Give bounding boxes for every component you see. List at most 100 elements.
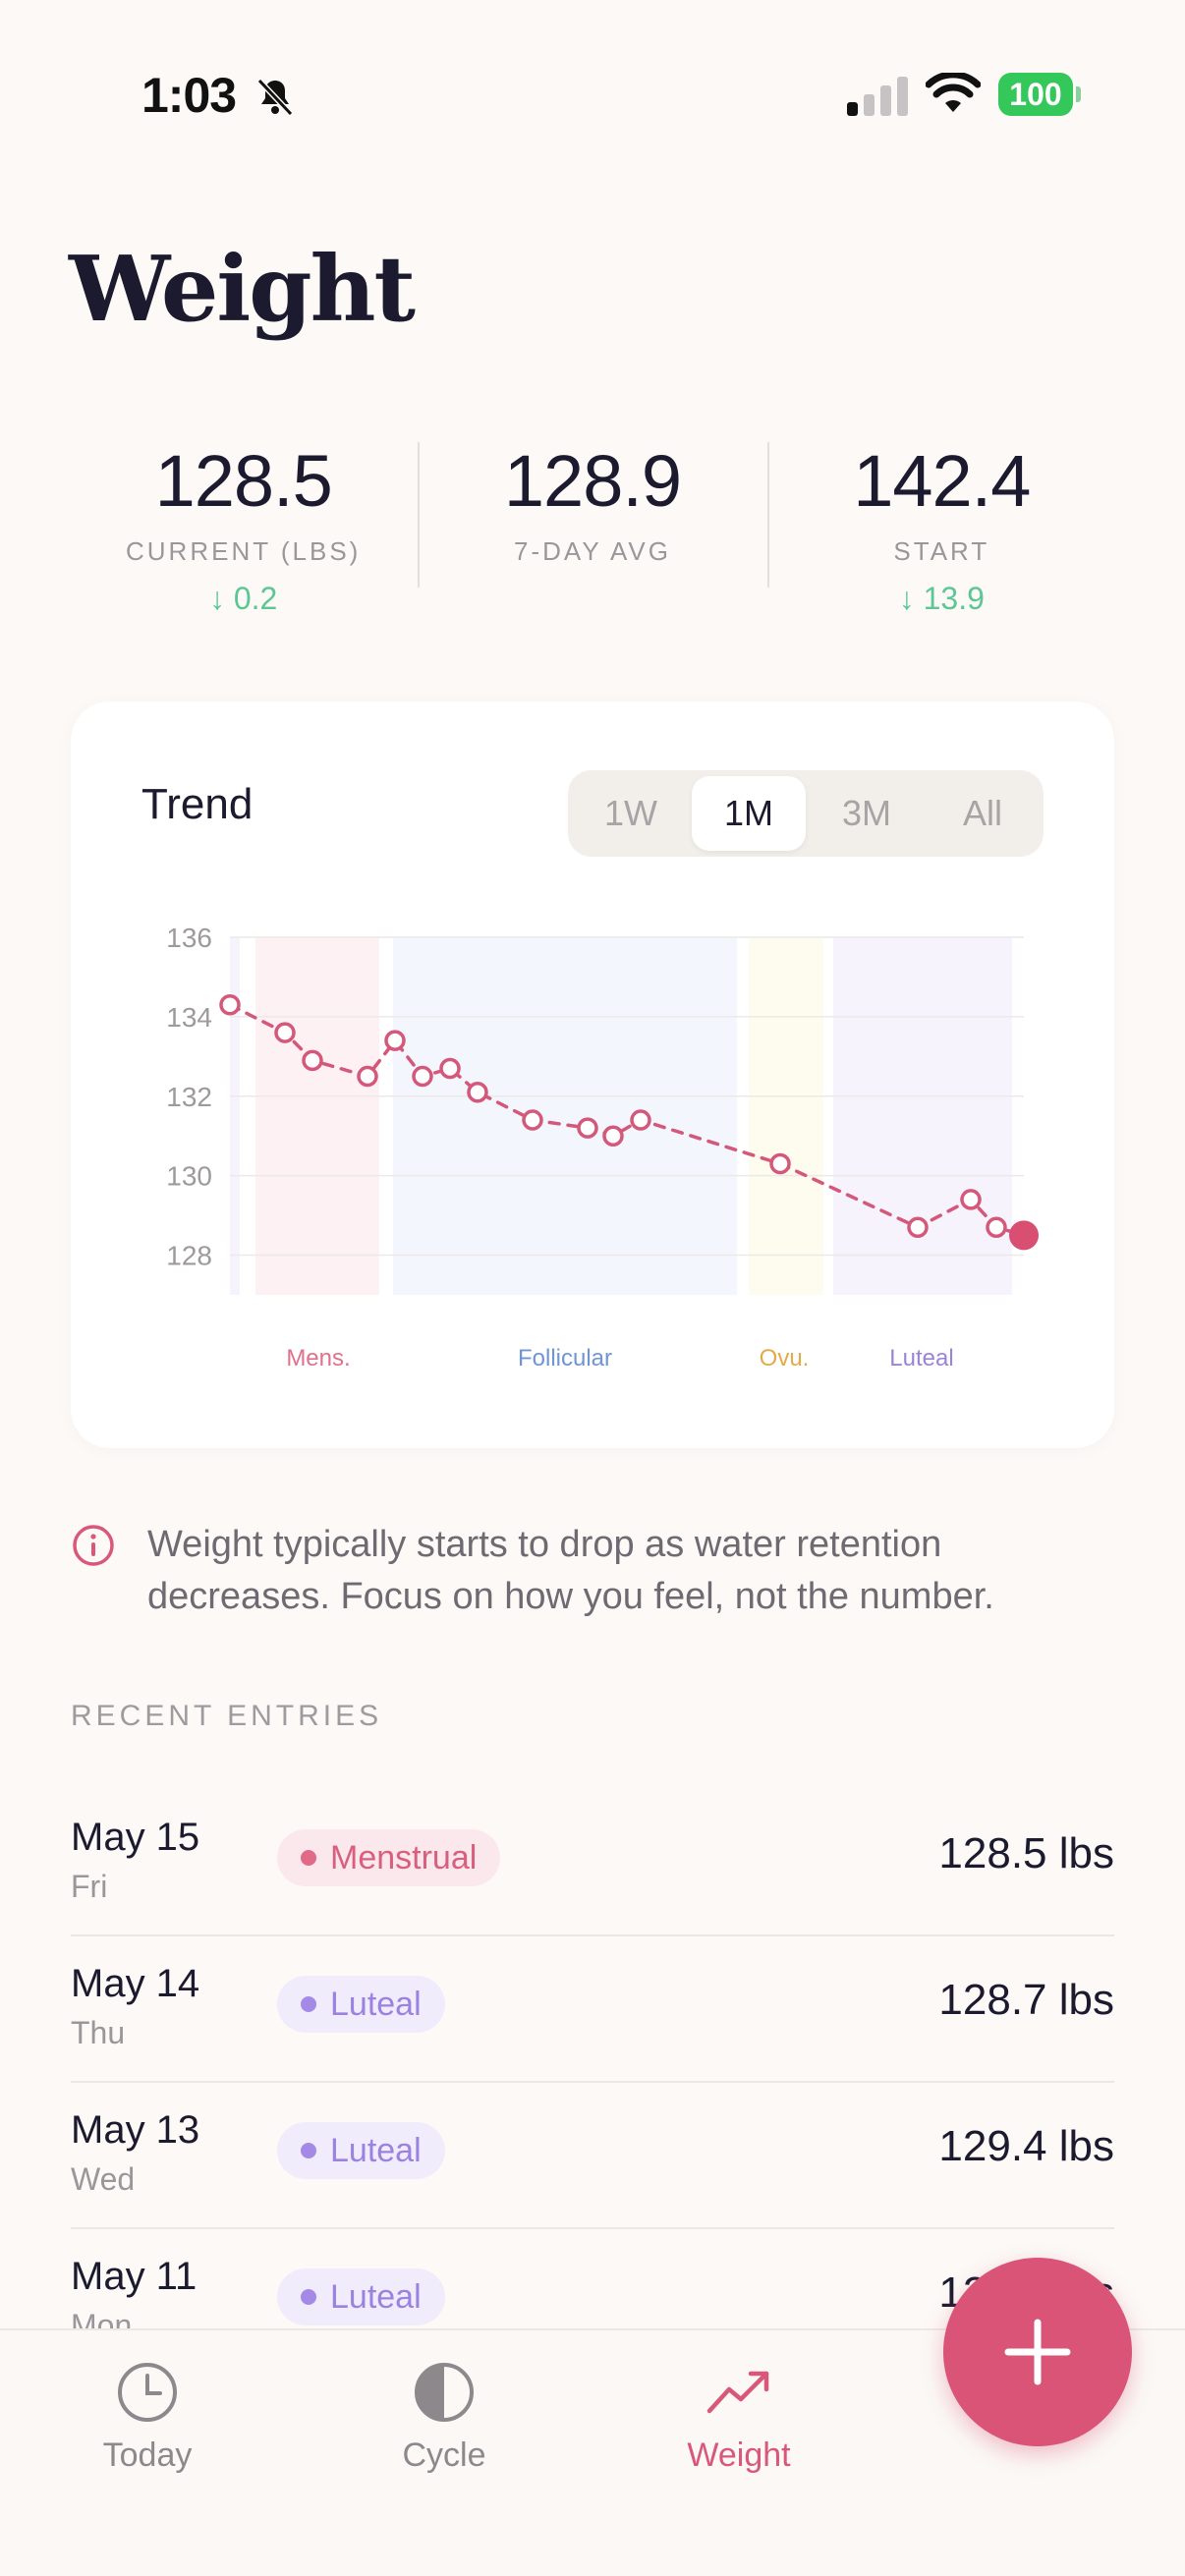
data-point — [522, 1109, 543, 1131]
list-item[interactable]: May 13 Wed Luteal 129.4 lbs — [71, 2083, 1114, 2229]
phase-band — [230, 937, 240, 1295]
stat-current: 128.5 CURRENT (LBS) ↓ 0.2 — [69, 432, 418, 629]
data-point — [357, 1065, 378, 1088]
data-point — [907, 1216, 929, 1238]
data-point — [960, 1189, 982, 1210]
phase-badge: Menstrual — [277, 1829, 501, 1886]
data-point — [467, 1081, 488, 1103]
entry-weight: 128.5 lbs — [938, 1829, 1114, 1877]
entry-day: Fri — [71, 1869, 108, 1904]
tab-today[interactable]: Today — [49, 2360, 246, 2475]
range-selector: 1W 1M 3M All — [568, 770, 1044, 857]
battery-level: 100 — [998, 73, 1073, 116]
phase-dot — [301, 1996, 316, 2012]
phase-badge: Luteal — [277, 1976, 445, 2033]
y-tick-label: 136 — [166, 923, 212, 953]
data-point — [384, 1030, 406, 1051]
stat-value: 142.4 — [853, 440, 1031, 522]
phase-band — [393, 937, 737, 1295]
range-1w[interactable]: 1W — [604, 793, 657, 833]
phase-band — [255, 937, 379, 1295]
status-bar: 1:03 100 — [0, 0, 1185, 187]
entry-weight: 129.4 lbs — [938, 2122, 1114, 2170]
tab-label: Cycle — [402, 2436, 486, 2474]
entry-day: Thu — [71, 2015, 126, 2050]
wifi-icon — [926, 73, 981, 112]
status-time: 1:03 — [141, 68, 237, 123]
data-point — [302, 1049, 323, 1072]
y-tick-label: 132 — [166, 1082, 212, 1112]
phase-badge: Luteal — [277, 2122, 445, 2179]
data-point — [274, 1022, 296, 1043]
recent-entries-heading: RECENT ENTRIES — [71, 1700, 383, 1732]
half-circle-icon — [415, 2363, 474, 2422]
entry-weight: 128.7 lbs — [938, 1976, 1114, 2024]
phase-label: Luteal — [330, 2132, 422, 2169]
stat-value: 128.9 — [503, 440, 682, 522]
phase-dot — [301, 2143, 316, 2158]
phase-label: Mens. — [286, 1345, 350, 1372]
data-point — [577, 1117, 598, 1139]
latest-point — [1009, 1220, 1039, 1251]
bell-slash-icon — [256, 78, 294, 117]
add-entry-button[interactable] — [943, 2258, 1132, 2446]
tab-label: Today — [102, 2436, 193, 2474]
battery-nub — [1076, 86, 1081, 102]
entry-date: May 11 — [71, 2255, 198, 2298]
y-tick-label: 134 — [166, 1002, 212, 1033]
plus-icon — [1004, 2319, 1071, 2385]
stat-label: START — [893, 536, 990, 566]
phase-label: Luteal — [330, 1986, 422, 2023]
data-point — [219, 994, 241, 1016]
data-point — [986, 1216, 1007, 1238]
entry-date: May 14 — [71, 1962, 200, 2005]
phase-label: Menstrual — [330, 1839, 478, 1876]
range-1m[interactable]: 1M — [692, 776, 806, 851]
trend-title: Trend — [141, 780, 254, 828]
phase-dot — [301, 1850, 316, 1866]
range-3m[interactable]: 3M — [841, 793, 891, 833]
trend-up-icon — [706, 2371, 769, 2414]
phase-label: Luteal — [889, 1345, 953, 1372]
stat-7-day-avg: 128.9 7-DAY AVG — [418, 432, 766, 629]
entry-day: Wed — [71, 2161, 136, 2197]
list-item[interactable]: May 15 Fri Menstrual 128.5 lbs — [71, 1790, 1114, 1936]
stat-delta: ↓ 13.9 — [898, 581, 985, 616]
trend-card: 136 134 132 130 128 Mens. Follicular Ovu. Luteal… — [71, 701, 1114, 1448]
stat-start: 142.4 START ↓ 13.9 — [766, 432, 1116, 629]
info-text: Weight typically starts to drop as water… — [147, 1524, 994, 1617]
stats-row: 128.5 CURRENT (LBS) ↓ 0.2 128.9 7-DAY AV… — [69, 432, 1116, 629]
phase-badge: Luteal — [277, 2268, 445, 2325]
phase-dot — [301, 2289, 316, 2305]
clock-icon — [118, 2363, 177, 2422]
data-point — [602, 1125, 624, 1147]
range-all[interactable]: All — [962, 793, 1002, 833]
data-point — [439, 1057, 461, 1080]
entry-date: May 15 — [71, 1816, 200, 1859]
page-title: Weight — [69, 236, 416, 342]
info-circle-icon — [73, 1525, 114, 1566]
entry-date: May 13 — [71, 2108, 200, 2152]
phase-label: Luteal — [330, 2278, 422, 2316]
list-item[interactable]: May 14 Thu Luteal 128.7 lbs — [71, 1936, 1114, 2083]
tab-weight[interactable]: Weight — [641, 2360, 837, 2475]
tab-label: Weight — [687, 2436, 791, 2474]
weight-trend-chart: 136 134 132 130 128 Mens. Follicular Ovu. Luteal — [166, 923, 1039, 1372]
phase-label: Follicular — [518, 1345, 612, 1372]
y-tick-label: 130 — [166, 1161, 212, 1192]
stat-value: 128.5 — [154, 440, 333, 522]
stat-label: CURRENT (LBS) — [126, 536, 362, 566]
recent-entries-list: May 15 Fri Menstrual 128.5 lbs May 14 Th… — [71, 1790, 1114, 2376]
battery-indicator: 100 — [998, 73, 1081, 116]
data-point — [630, 1109, 651, 1131]
phase-band — [749, 937, 823, 1295]
phase-band — [833, 937, 1012, 1295]
phase-label: Ovu. — [760, 1345, 810, 1372]
data-point — [412, 1065, 433, 1088]
y-tick-label: 128 — [166, 1241, 212, 1271]
data-point — [769, 1152, 791, 1175]
stat-label: 7-DAY AVG — [514, 536, 671, 566]
stat-delta: ↓ 0.2 — [208, 581, 278, 616]
cellular-signal-icon — [847, 77, 908, 116]
tab-cycle[interactable]: Cycle — [346, 2360, 542, 2475]
